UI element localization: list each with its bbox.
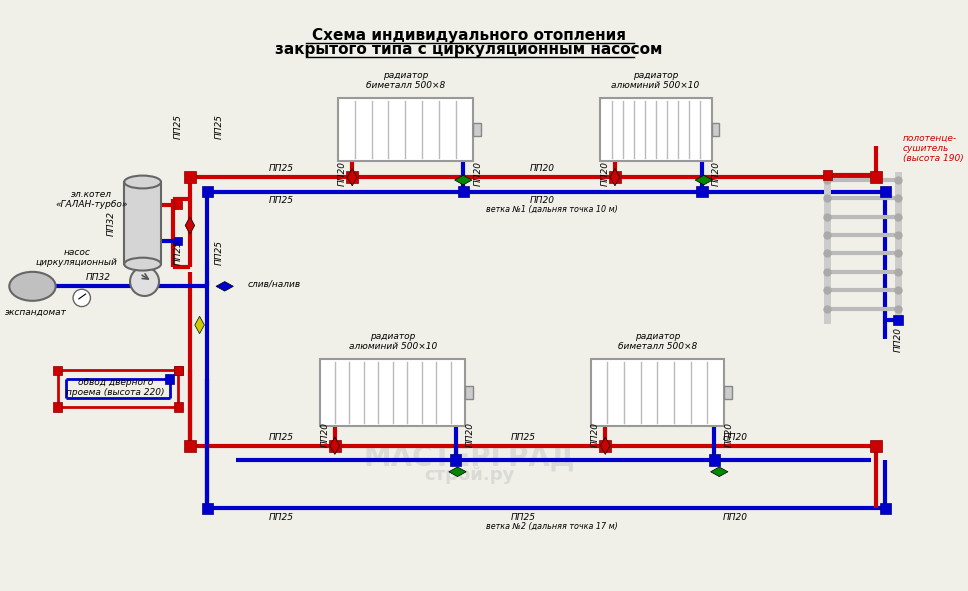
Bar <box>165 374 174 384</box>
Ellipse shape <box>124 176 161 189</box>
Polygon shape <box>610 168 620 186</box>
Bar <box>174 237 182 245</box>
Text: ветка №2 (дальняя точка 17 м): ветка №2 (дальняя точка 17 м) <box>486 521 618 530</box>
Text: строй.ру: строй.ру <box>424 466 514 483</box>
Text: ПП20: ПП20 <box>723 512 748 522</box>
Text: радиатор
биметалл 500×8: радиатор биметалл 500×8 <box>366 71 445 90</box>
Bar <box>184 440 196 452</box>
Bar <box>53 402 62 412</box>
Text: полотенце-
сушитель
(высота 190): полотенце- сушитель (высота 190) <box>903 134 963 163</box>
Text: ПП20: ПП20 <box>320 421 330 447</box>
Text: ПП25: ПП25 <box>214 240 224 265</box>
FancyBboxPatch shape <box>124 182 161 264</box>
Text: ПП20: ПП20 <box>711 161 721 186</box>
Text: обвод дверного
проема (высота 220): обвод дверного проема (высота 220) <box>66 378 165 398</box>
Polygon shape <box>185 217 195 234</box>
Bar <box>338 98 473 161</box>
Text: радиатор
алюминий 500×10: радиатор алюминий 500×10 <box>348 332 437 351</box>
Bar <box>880 503 892 514</box>
Text: радиатор
биметалл 500×8: радиатор биметалл 500×8 <box>618 332 697 351</box>
Text: ПП25: ПП25 <box>214 115 224 139</box>
Text: экспандомат: экспандомат <box>5 308 67 317</box>
Polygon shape <box>348 168 357 186</box>
Text: ПП25: ПП25 <box>269 196 294 205</box>
Bar <box>870 440 882 452</box>
Bar <box>724 386 732 400</box>
Bar <box>696 186 708 197</box>
Bar <box>880 186 892 197</box>
Text: слив/налив: слив/налив <box>248 280 301 289</box>
Polygon shape <box>695 176 712 185</box>
Bar <box>173 365 183 375</box>
Text: ПП20: ПП20 <box>466 421 474 447</box>
Ellipse shape <box>124 258 161 271</box>
Bar <box>184 171 196 183</box>
Text: эл.котел
«ГАЛАН-турбо»: эл.котел «ГАЛАН-турбо» <box>55 190 128 209</box>
Bar <box>173 402 183 412</box>
Bar <box>590 359 724 426</box>
Text: ПП32: ПП32 <box>85 273 110 282</box>
Text: ПП25: ПП25 <box>174 115 183 139</box>
Text: закрытого типа с циркуляционным насосом: закрытого типа с циркуляционным насосом <box>276 42 663 57</box>
Bar <box>709 454 720 466</box>
Text: радиатор
алюминий 500×10: радиатор алюминий 500×10 <box>612 71 700 90</box>
Bar <box>450 454 462 466</box>
Text: ПП32: ПП32 <box>107 211 116 236</box>
Polygon shape <box>195 316 204 334</box>
Text: ПП20: ПП20 <box>473 161 482 186</box>
Bar <box>173 365 183 375</box>
Bar <box>870 171 882 183</box>
Polygon shape <box>455 176 472 185</box>
Text: ПП25: ПП25 <box>511 512 535 522</box>
Bar <box>893 316 903 325</box>
Text: ПП20: ПП20 <box>601 161 610 186</box>
Bar <box>473 123 481 135</box>
Bar <box>458 186 469 197</box>
Polygon shape <box>600 437 610 454</box>
Text: ветка №1 (дальняя точка 10 м): ветка №1 (дальняя точка 10 м) <box>486 204 618 213</box>
Bar <box>174 201 182 209</box>
Circle shape <box>73 289 90 307</box>
Text: ПП25: ПП25 <box>269 512 294 522</box>
Text: ПП25: ПП25 <box>269 433 294 441</box>
Bar <box>466 386 473 400</box>
Text: ПП20: ПП20 <box>893 327 902 352</box>
Polygon shape <box>330 437 340 454</box>
Text: ПП20: ПП20 <box>530 164 555 173</box>
Text: ПП25: ПП25 <box>269 164 294 173</box>
Text: ПП20: ПП20 <box>724 421 734 447</box>
Text: ПП20: ПП20 <box>591 421 600 447</box>
Bar <box>711 123 719 135</box>
Text: насос
циркуляционный: насос циркуляционный <box>36 248 118 267</box>
Text: ПП20: ПП20 <box>338 161 348 186</box>
Text: МАСТЕРГРАД: МАСТЕРГРАД <box>363 443 575 471</box>
Polygon shape <box>449 467 467 476</box>
Bar <box>609 171 620 183</box>
Circle shape <box>130 267 159 296</box>
Bar <box>823 170 832 180</box>
Bar <box>320 359 466 426</box>
Bar <box>201 186 213 197</box>
Bar <box>599 440 611 452</box>
Text: ПП25: ПП25 <box>511 433 535 441</box>
Bar <box>201 503 213 514</box>
Text: ПП20: ПП20 <box>530 196 555 205</box>
Polygon shape <box>711 467 728 476</box>
Bar <box>53 365 62 375</box>
Ellipse shape <box>10 272 56 301</box>
Bar <box>600 98 711 161</box>
Text: Схема индивидуального отопления: Схема индивидуального отопления <box>312 28 626 43</box>
Polygon shape <box>216 281 233 291</box>
Text: ПП25: ПП25 <box>174 240 183 265</box>
Bar <box>347 171 358 183</box>
Bar <box>329 440 341 452</box>
Text: ПП20: ПП20 <box>723 433 748 441</box>
